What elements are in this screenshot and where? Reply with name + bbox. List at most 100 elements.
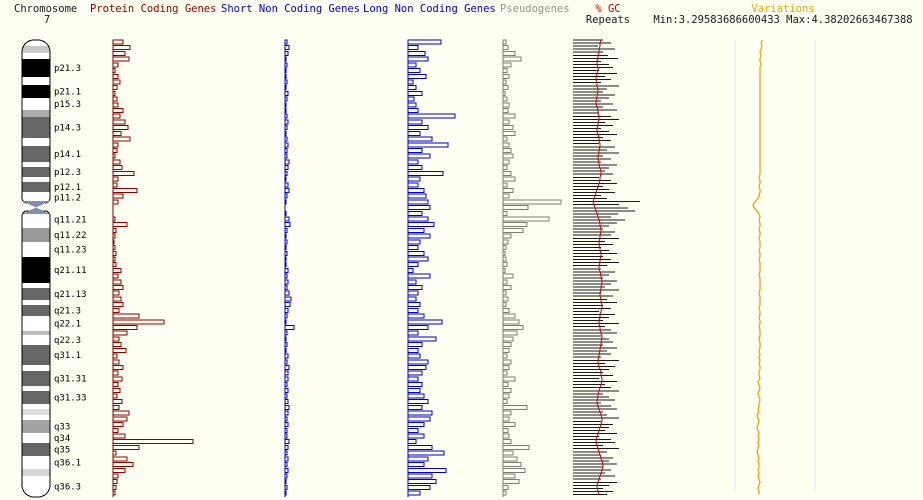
histogram-bar <box>284 56 287 62</box>
histogram-bar <box>112 462 134 468</box>
histogram-bar <box>112 376 123 382</box>
histogram-bar <box>407 108 419 114</box>
histogram-bar <box>112 319 165 325</box>
histogram-bar <box>502 205 529 211</box>
band <box>22 182 50 192</box>
band-label: q11.21 <box>54 216 87 226</box>
histogram-bar <box>284 393 288 399</box>
band <box>22 211 50 228</box>
histogram-bar <box>407 439 417 445</box>
histogram-bar <box>112 313 140 319</box>
histogram-bar <box>112 325 138 330</box>
band-label: q34 <box>54 434 70 444</box>
cytogenetic-bands <box>22 40 50 497</box>
histogram-bar <box>407 239 421 245</box>
histogram-bar <box>407 90 423 96</box>
histogram-bar <box>502 85 509 91</box>
histogram-bar <box>284 176 287 182</box>
band-label: q22.3 <box>54 336 81 346</box>
histogram-bar <box>502 439 512 445</box>
band <box>22 443 50 456</box>
chromosome-ideogram[interactable] <box>21 39 51 498</box>
histogram-bar <box>502 125 514 131</box>
histogram-bar <box>112 267 122 273</box>
histogram-bar <box>284 45 290 51</box>
histogram-bar <box>112 193 124 199</box>
histogram-bar <box>284 39 288 45</box>
histogram-bar <box>112 90 116 96</box>
histogram-bar <box>407 125 429 131</box>
histogram-bar <box>284 245 287 251</box>
histogram-bar <box>284 267 289 273</box>
band <box>22 456 50 469</box>
histogram-bar <box>112 147 118 153</box>
histogram-bar <box>112 73 119 79</box>
band-label: q21.13 <box>54 290 87 300</box>
histogram-bar <box>284 433 288 439</box>
histogram-bar <box>407 210 423 216</box>
histogram-bar <box>407 484 431 490</box>
histogram-bar <box>407 187 425 193</box>
track-header-variations: Variations <box>751 3 815 15</box>
histogram-bar <box>407 359 429 365</box>
histogram-bar <box>284 187 290 193</box>
histogram-bar <box>407 410 433 416</box>
histogram-bar <box>407 490 421 496</box>
histogram-bar <box>502 416 510 422</box>
histogram-bar <box>284 342 288 348</box>
histogram-bar <box>284 256 287 262</box>
histogram-bar <box>284 307 289 313</box>
track-long-non-coding-genes <box>407 39 456 497</box>
histogram-bar <box>502 473 516 479</box>
histogram-bar <box>407 136 433 142</box>
histogram-bar <box>284 227 288 233</box>
histogram-bar <box>284 119 289 125</box>
histogram-bar <box>407 450 445 456</box>
histogram-bar <box>112 165 123 171</box>
histogram-bar <box>502 279 508 285</box>
band <box>22 288 50 300</box>
histogram-bar <box>502 113 516 119</box>
histogram-bar <box>407 479 437 485</box>
band <box>22 409 50 415</box>
band <box>22 283 50 288</box>
histogram-bar <box>284 193 288 199</box>
histogram-bar <box>112 473 119 479</box>
track-header-pseudogenes: Pseudogenes <box>500 3 570 15</box>
band <box>22 316 50 331</box>
histogram-bar <box>407 68 421 74</box>
histogram-bar <box>502 479 520 485</box>
histogram-bar <box>112 456 128 462</box>
histogram-bar <box>407 182 419 188</box>
histogram-bar <box>112 410 130 416</box>
histogram-bar <box>112 222 128 228</box>
track-protein-coding-genes <box>112 39 194 497</box>
histogram-bar <box>112 102 119 108</box>
histogram-bar <box>284 233 287 239</box>
histogram-bar <box>112 450 117 456</box>
histogram-bar <box>407 473 433 479</box>
histogram-bar <box>284 147 288 153</box>
histogram-bar <box>284 50 289 56</box>
histogram-bar <box>112 233 116 239</box>
histogram-bar <box>112 216 116 222</box>
histogram-bar <box>112 393 118 399</box>
band <box>22 110 50 117</box>
histogram-bar <box>284 399 289 405</box>
histogram-bar <box>502 176 516 182</box>
histogram-bar <box>502 45 509 51</box>
band-label: q11.22 <box>54 231 87 241</box>
histogram-bar <box>284 210 287 216</box>
histogram-bar <box>284 450 288 456</box>
histogram-bar <box>284 382 288 388</box>
band <box>22 335 50 345</box>
histogram-bar <box>407 96 415 102</box>
histogram-bar <box>407 404 423 410</box>
histogram-bar <box>502 393 510 399</box>
histogram-bar <box>112 439 194 445</box>
histogram-bar <box>284 347 287 353</box>
histogram-bar <box>502 170 512 176</box>
histogram-bar <box>407 85 417 91</box>
band <box>22 415 50 420</box>
histogram-bar <box>284 239 288 245</box>
